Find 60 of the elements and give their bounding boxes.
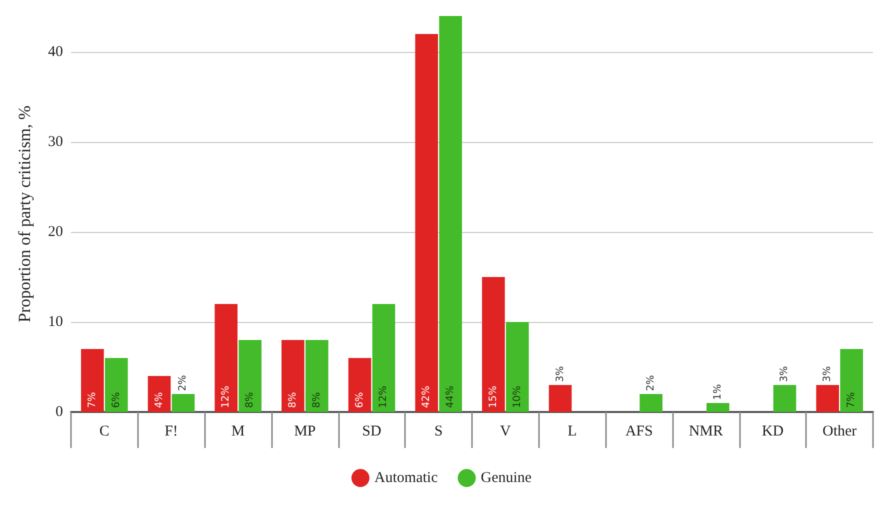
data-label: 7% xyxy=(846,392,858,408)
data-label: 6% xyxy=(110,392,122,408)
bar xyxy=(282,340,304,412)
data-label: 1% xyxy=(712,384,724,400)
y-tick-label: 40 xyxy=(48,44,63,60)
x-tick-label: SD xyxy=(362,424,382,440)
x-tick-label: M xyxy=(231,424,245,440)
bar xyxy=(840,349,863,412)
data-label: 3% xyxy=(822,366,834,382)
data-label: 3% xyxy=(554,366,566,382)
x-tick-label: KD xyxy=(762,424,784,440)
bar xyxy=(640,394,662,412)
bar xyxy=(415,34,438,412)
x-tick-label: MP xyxy=(294,424,316,440)
data-label: 8% xyxy=(244,392,256,408)
y-tick-label: 10 xyxy=(48,314,63,330)
data-label: 8% xyxy=(311,392,322,408)
data-label: 2% xyxy=(178,375,189,391)
y-tick-label: 0 xyxy=(56,404,63,420)
y-tick-label: 20 xyxy=(48,224,63,240)
data-label: 10% xyxy=(512,386,523,408)
data-label: 12% xyxy=(220,386,232,408)
legend-label: Genuine xyxy=(480,470,532,486)
data-label: 44% xyxy=(445,386,456,408)
y-tick-label: 30 xyxy=(48,134,63,150)
bar xyxy=(104,358,128,412)
bar xyxy=(506,322,529,412)
x-tick-label: F! xyxy=(164,424,178,440)
bar xyxy=(773,385,796,412)
data-label: 12% xyxy=(378,386,390,408)
x-tick-label: S xyxy=(434,424,443,440)
bar xyxy=(816,385,840,412)
x-tick-label: Other xyxy=(822,424,857,440)
legend-label: Automatic xyxy=(374,470,438,486)
bar xyxy=(548,385,572,412)
data-label: 6% xyxy=(354,392,366,408)
bar xyxy=(706,403,730,412)
x-tick-label: L xyxy=(568,424,577,440)
y-axis-title: Proportion of party criticism, % xyxy=(15,106,34,322)
data-label: 8% xyxy=(287,392,298,408)
bar xyxy=(305,340,328,412)
bar xyxy=(81,349,104,412)
x-tick-label: NMR xyxy=(688,424,724,440)
bar xyxy=(348,358,372,412)
data-label: 7% xyxy=(86,392,98,408)
bar xyxy=(439,16,462,412)
bar xyxy=(482,277,505,412)
data-label: 2% xyxy=(646,375,657,391)
data-label: 42% xyxy=(421,386,432,408)
x-tick-label: C xyxy=(99,424,110,440)
bar xyxy=(372,304,396,412)
bar xyxy=(148,376,171,412)
bar xyxy=(238,340,262,412)
data-label: 3% xyxy=(779,366,790,382)
x-tick-label: V xyxy=(500,424,511,440)
bar xyxy=(214,304,238,412)
bar xyxy=(172,394,195,412)
x-tick-label: AFS xyxy=(625,424,653,440)
data-label: 4% xyxy=(154,392,165,408)
data-label: 15% xyxy=(488,386,499,408)
